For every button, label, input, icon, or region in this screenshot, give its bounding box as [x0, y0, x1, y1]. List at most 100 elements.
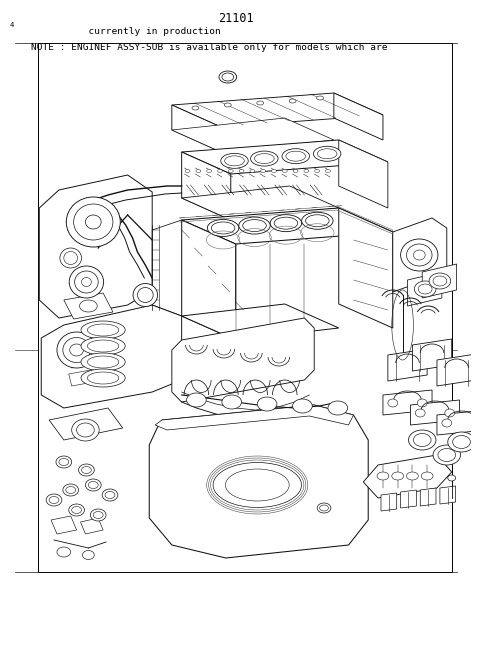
Ellipse shape	[64, 252, 78, 265]
Polygon shape	[181, 186, 339, 220]
Ellipse shape	[438, 449, 456, 461]
Ellipse shape	[221, 153, 248, 168]
Polygon shape	[388, 349, 427, 381]
Polygon shape	[172, 318, 314, 402]
Ellipse shape	[196, 170, 201, 173]
Polygon shape	[81, 518, 103, 534]
Ellipse shape	[392, 472, 404, 480]
Ellipse shape	[228, 170, 233, 173]
Ellipse shape	[81, 337, 125, 355]
Ellipse shape	[254, 154, 274, 164]
Polygon shape	[422, 264, 456, 298]
Ellipse shape	[282, 148, 310, 164]
Ellipse shape	[293, 399, 312, 413]
Ellipse shape	[225, 469, 289, 501]
Ellipse shape	[81, 321, 125, 339]
Ellipse shape	[313, 147, 341, 161]
Polygon shape	[383, 390, 432, 415]
Ellipse shape	[82, 277, 91, 286]
Ellipse shape	[317, 96, 324, 100]
Ellipse shape	[413, 250, 425, 260]
Ellipse shape	[72, 419, 99, 441]
Polygon shape	[181, 152, 231, 220]
Text: 21101: 21101	[218, 12, 253, 24]
Ellipse shape	[413, 434, 431, 447]
Ellipse shape	[445, 409, 455, 417]
Polygon shape	[69, 366, 116, 386]
Ellipse shape	[57, 332, 96, 368]
Ellipse shape	[453, 436, 470, 449]
Ellipse shape	[87, 356, 119, 368]
Ellipse shape	[301, 212, 333, 229]
Ellipse shape	[187, 393, 206, 407]
Ellipse shape	[401, 239, 438, 271]
Polygon shape	[69, 330, 116, 350]
Ellipse shape	[137, 288, 153, 302]
Ellipse shape	[88, 482, 98, 489]
Ellipse shape	[433, 276, 447, 286]
Ellipse shape	[79, 464, 94, 476]
Ellipse shape	[213, 463, 301, 507]
Ellipse shape	[417, 399, 427, 407]
Ellipse shape	[261, 170, 265, 173]
Ellipse shape	[222, 73, 234, 81]
Ellipse shape	[282, 170, 287, 173]
Ellipse shape	[87, 372, 119, 384]
Polygon shape	[420, 488, 436, 506]
Ellipse shape	[315, 170, 320, 173]
Ellipse shape	[63, 484, 79, 496]
Ellipse shape	[293, 170, 298, 173]
Ellipse shape	[272, 170, 276, 173]
Ellipse shape	[257, 397, 277, 411]
Ellipse shape	[418, 284, 432, 294]
Ellipse shape	[192, 106, 199, 110]
Ellipse shape	[408, 430, 436, 450]
Ellipse shape	[85, 215, 101, 229]
Ellipse shape	[49, 497, 59, 503]
Polygon shape	[181, 220, 236, 340]
Polygon shape	[437, 410, 480, 435]
Ellipse shape	[57, 547, 71, 557]
Polygon shape	[339, 140, 388, 208]
Ellipse shape	[217, 170, 222, 173]
Polygon shape	[172, 105, 221, 152]
Ellipse shape	[306, 215, 329, 227]
Polygon shape	[339, 208, 393, 328]
Ellipse shape	[85, 479, 101, 491]
Polygon shape	[172, 93, 383, 127]
Ellipse shape	[251, 151, 278, 166]
Ellipse shape	[133, 284, 157, 307]
Ellipse shape	[81, 369, 125, 387]
Ellipse shape	[415, 409, 425, 417]
Polygon shape	[51, 516, 77, 534]
Ellipse shape	[448, 475, 456, 481]
Polygon shape	[181, 140, 388, 174]
Ellipse shape	[105, 491, 115, 499]
Ellipse shape	[93, 512, 103, 518]
Ellipse shape	[421, 472, 433, 480]
Ellipse shape	[388, 399, 397, 407]
Ellipse shape	[87, 324, 119, 336]
Ellipse shape	[239, 217, 270, 234]
Ellipse shape	[74, 271, 98, 293]
Polygon shape	[381, 493, 396, 511]
Ellipse shape	[224, 103, 231, 107]
Ellipse shape	[81, 353, 125, 371]
Ellipse shape	[66, 486, 76, 493]
Ellipse shape	[56, 456, 72, 468]
Ellipse shape	[77, 423, 94, 437]
Ellipse shape	[87, 340, 119, 352]
Ellipse shape	[274, 217, 298, 229]
Polygon shape	[410, 400, 459, 425]
Ellipse shape	[286, 151, 306, 161]
Ellipse shape	[448, 432, 475, 452]
Ellipse shape	[80, 300, 97, 312]
Ellipse shape	[63, 338, 90, 363]
Polygon shape	[39, 175, 152, 318]
Ellipse shape	[250, 170, 255, 173]
Ellipse shape	[429, 273, 451, 289]
Polygon shape	[41, 305, 181, 408]
Polygon shape	[149, 405, 368, 558]
Polygon shape	[181, 304, 339, 340]
Ellipse shape	[60, 248, 82, 268]
